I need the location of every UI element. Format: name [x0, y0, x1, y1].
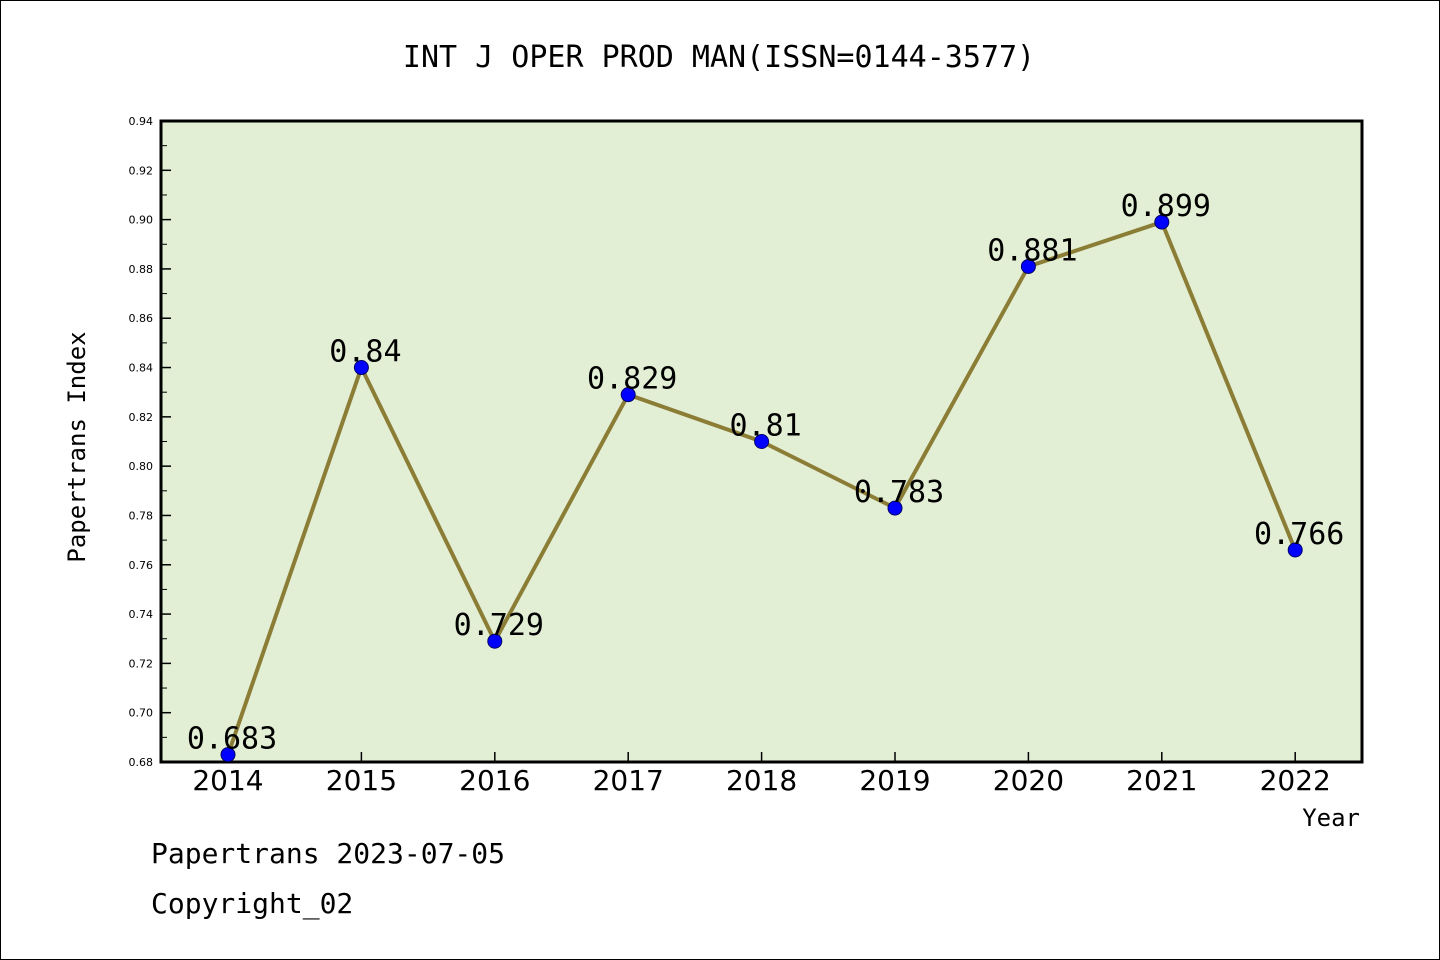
data-labels: 0.683 0.84 0.729 0.829 0.81 0.783 0.881 0.899 0.…	[187, 189, 1345, 757]
y-tick-label: 0.68	[129, 756, 154, 769]
y-tick-label: 0.84	[129, 362, 154, 375]
y-axis-label: Papertrans Index	[63, 331, 91, 562]
data-point	[353, 360, 369, 376]
y-tick-label: 0.94	[129, 115, 154, 128]
x-axis: 2014 2015 2016 2017 2018 2019 2020 2021 2022	[192, 752, 1331, 797]
y-tick-label: 0.86	[129, 312, 154, 325]
x-tick-label: 2017	[593, 764, 664, 797]
y-tick-label: 0.72	[129, 657, 154, 670]
y-axis: 0.68 0.70 0.72 0.74 0.76 0.78 0.80 0.82 0.84 0.86…	[129, 115, 171, 769]
data-label: 0.683	[187, 722, 277, 757]
data-point	[620, 387, 636, 403]
y-tick-label: 0.70	[129, 707, 154, 720]
data-point	[754, 434, 770, 449]
y-tick-label: 0.90	[129, 214, 154, 227]
x-tick-label: 2015	[326, 764, 397, 797]
x-tick-label: 2019	[859, 764, 930, 797]
data-label: 0.829	[587, 362, 677, 397]
x-tick-label: 2018	[726, 764, 797, 797]
x-tick-label: 2020	[993, 764, 1064, 797]
data-point	[1154, 214, 1170, 230]
data-label: 0.881	[987, 233, 1077, 268]
y-tick-label: 0.78	[129, 509, 154, 522]
x-tick-label: 2021	[1126, 764, 1197, 797]
data-label: 0.783	[854, 475, 944, 510]
y-tick-label: 0.82	[129, 411, 154, 424]
data-point	[887, 500, 903, 516]
x-tick-label: 2022	[1260, 764, 1331, 797]
data-point	[220, 747, 236, 763]
data-point	[1287, 542, 1303, 558]
data-label: 0.899	[1121, 189, 1211, 224]
y-tick-label: 0.88	[129, 263, 154, 276]
y-tick-label: 0.80	[129, 460, 154, 473]
data-label: 0.84	[329, 335, 401, 370]
data-point	[487, 633, 503, 649]
footer-copyright: Copyright_02	[151, 887, 354, 920]
footer-date: Papertrans 2023-07-05	[151, 837, 506, 870]
x-tick-label: 2014	[192, 764, 263, 797]
y-tick-label: 0.74	[129, 608, 154, 621]
data-label: 0.766	[1254, 517, 1344, 552]
data-label: 0.81	[729, 409, 801, 444]
x-axis-label: Year	[1302, 804, 1360, 832]
data-point	[1020, 258, 1036, 274]
y-tick-label: 0.76	[129, 559, 154, 572]
data-points	[220, 214, 1303, 763]
chart-title: INT J OPER PROD MAN(ISSN=0144-3577)	[403, 40, 1035, 75]
data-label: 0.729	[454, 608, 544, 643]
y-tick-label: 0.92	[129, 164, 154, 177]
x-tick-label: 2016	[459, 764, 530, 797]
